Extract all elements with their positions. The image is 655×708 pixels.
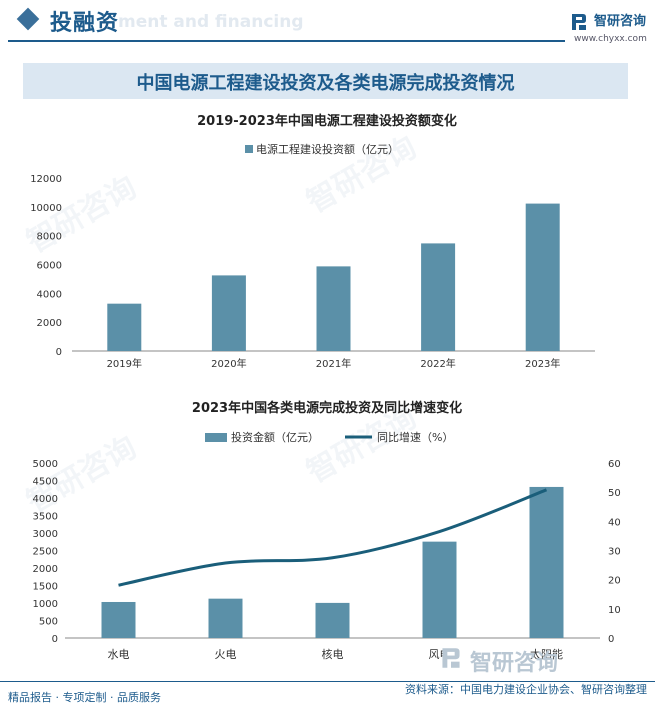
y-tick-label: 12000 — [30, 174, 62, 185]
y-tick-label: 3500 — [33, 512, 58, 523]
bar — [422, 541, 457, 638]
footer-source: 资料来源：中国电力建设企业协会、智研咨询整理 — [405, 683, 647, 696]
y2-tick-label: 60 — [608, 459, 621, 470]
y-tick-label: 4000 — [37, 289, 62, 300]
y2-tick-label: 40 — [608, 517, 621, 528]
y-tick-label: 2000 — [33, 564, 58, 575]
y-tick-label: 5000 — [33, 459, 58, 470]
y2-tick-label: 20 — [608, 576, 621, 587]
y-tick-label: 2500 — [33, 547, 58, 558]
x-tick-label: 水电 — [108, 648, 130, 661]
page-title: 投融资 — [50, 11, 120, 36]
header-ghost-text: ment and financing — [118, 12, 304, 32]
legend-label: 同比增速（%） — [377, 430, 453, 444]
x-tick-label: 2022年 — [420, 357, 455, 370]
section-banner: 中国电源工程建设投资及各类电源完成投资情况 — [23, 63, 628, 99]
bar — [211, 275, 246, 351]
x-tick-label: 核电 — [322, 647, 344, 661]
legend-swatch — [245, 145, 253, 153]
bar — [208, 598, 243, 638]
bar — [107, 303, 142, 351]
bar — [529, 486, 564, 638]
x-tick-label: 2019年 — [107, 357, 142, 370]
y-tick-label: 4500 — [33, 477, 58, 488]
chart-title: 2023年中国各类电源完成投资及同比增速变化 — [192, 400, 462, 416]
x-tick-label: 2020年 — [211, 357, 246, 370]
x-tick-label: 火电 — [215, 648, 237, 661]
legend-swatch-bar — [205, 433, 227, 442]
y-tick-label: 1000 — [33, 599, 58, 610]
y2-tick-label: 50 — [608, 488, 621, 499]
growth-rate-line — [118, 488, 548, 587]
y-tick-label: 8000 — [37, 232, 62, 243]
bar — [315, 602, 350, 638]
y-tick-label: 0 — [52, 634, 58, 645]
y-tick-label: 3000 — [33, 529, 58, 540]
y-tick-label: 500 — [39, 617, 58, 628]
brand-url[interactable]: www.chyxx.com — [574, 34, 647, 44]
banner-title: 中国电源工程建设投资及各类电源完成投资情况 — [136, 73, 515, 94]
y-tick-label: 2000 — [37, 318, 62, 329]
legend-label: 投资金额（亿元） — [231, 430, 319, 444]
diamond-icon — [16, 7, 40, 31]
y-tick-label: 10000 — [30, 203, 62, 214]
bar — [101, 601, 136, 638]
y2-tick-label: 30 — [608, 547, 621, 558]
x-tick-label: 2023年 — [525, 357, 560, 370]
chart-title: 2019-2023年中国电源工程建设投资额变化 — [197, 113, 457, 129]
x-tick-label: 2021年 — [316, 357, 351, 370]
y-tick-label: 4000 — [33, 494, 58, 505]
footer-divider — [0, 681, 655, 682]
header-divider — [8, 40, 565, 42]
x-tick-label: 太阳能 — [530, 647, 563, 661]
legend-label: 电源工程建设投资额（亿元） — [256, 142, 399, 156]
bar — [525, 203, 560, 351]
footer-bar: 精品报告 · 专项定制 · 品质服务 资料来源：中国电力建设企业协会、智研咨询整… — [0, 681, 655, 708]
bar — [421, 243, 456, 351]
watermark-logo-text: 智研咨询 — [470, 651, 559, 676]
bar — [316, 266, 351, 351]
y-tick-label: 6000 — [37, 261, 62, 272]
y2-tick-label: 0 — [608, 634, 614, 645]
y-tick-label: 0 — [56, 347, 62, 358]
footer-slogan: 精品报告 · 专项定制 · 品质服务 — [8, 691, 161, 704]
y2-tick-label: 10 — [608, 605, 621, 616]
brand-logo-icon — [572, 14, 586, 30]
brand-name: 智研咨询 — [594, 14, 647, 29]
watermark-logo-icon — [442, 648, 460, 668]
header-bar: ment and financing 投融资 — [0, 0, 655, 45]
y-tick-label: 1500 — [33, 582, 58, 593]
